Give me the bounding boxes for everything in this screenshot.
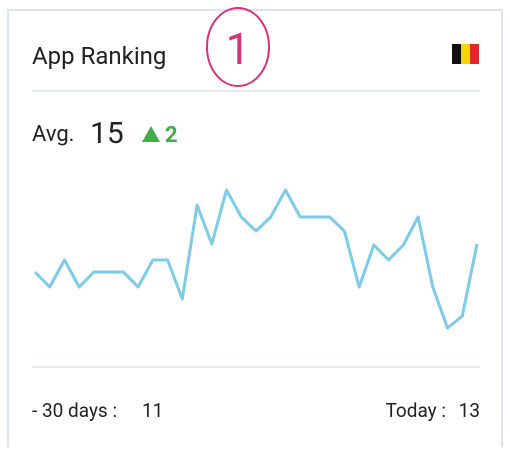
- flag-black: [452, 44, 461, 64]
- start-label: - 30 days :: [32, 399, 117, 422]
- flag-yellow: [461, 44, 470, 64]
- card-border: [7, 9, 503, 447]
- start-value: 11: [142, 399, 163, 422]
- up-arrow: [142, 126, 160, 142]
- avg-value: 15: [90, 116, 124, 151]
- flag-red: [470, 44, 479, 64]
- avg-change: 2: [165, 123, 178, 148]
- card-title: App Ranking: [32, 42, 166, 70]
- avg-label: Avg.: [32, 122, 75, 147]
- flag-icon: [452, 44, 479, 64]
- ranking-line: [33, 188, 479, 330]
- end-label: Today :: [386, 399, 446, 422]
- annotation-number: 1: [226, 23, 251, 75]
- end-value: 13: [459, 399, 480, 422]
- annotation-circle: [206, 7, 270, 87]
